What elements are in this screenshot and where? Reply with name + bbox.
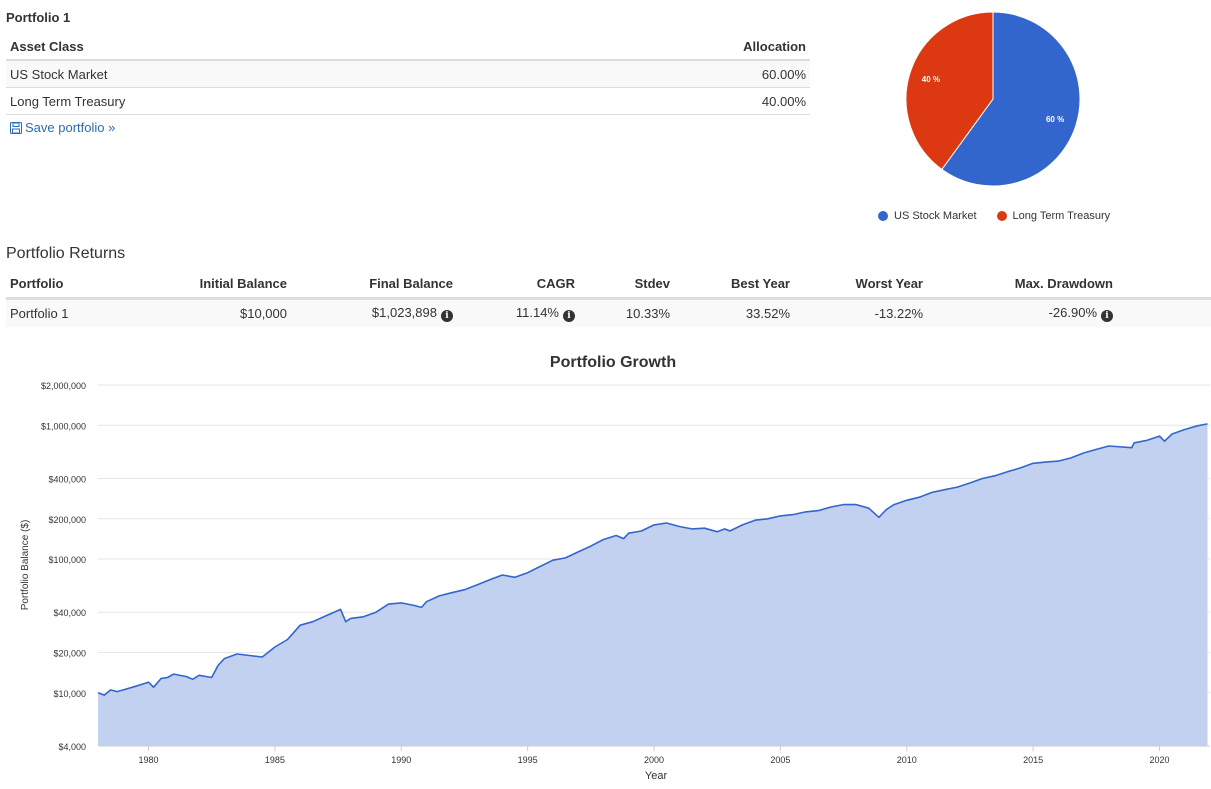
portfolio-growth-chart: Portfolio Growth $4,000 $10,000 $20,000 $40,… bbox=[20, 354, 1210, 782]
y-tick-label: $100,000 bbox=[48, 555, 86, 565]
y-tick-label: $200,000 bbox=[48, 515, 86, 525]
x-tick-label: 2000 bbox=[644, 755, 664, 765]
legend-label: Long Term Treasury bbox=[1012, 210, 1111, 222]
y-tick-label: $400,000 bbox=[48, 474, 86, 484]
growth-line bbox=[97, 423, 1208, 696]
asset-class-header: Asset Class bbox=[6, 33, 517, 61]
y-tick-label: $1,000,000 bbox=[41, 421, 86, 431]
allocation-cell: 60.00% bbox=[516, 60, 810, 88]
allocation-pie-chart: 60 % 40 % bbox=[905, 11, 1081, 187]
cagr-header: CAGR bbox=[457, 270, 579, 300]
x-tick-label: 1980 bbox=[139, 755, 159, 765]
max-drawdown-header: Max. Drawdown bbox=[927, 270, 1117, 300]
x-tick-label: 1995 bbox=[518, 755, 538, 765]
y-tick-label: $20,000 bbox=[53, 649, 86, 659]
save-portfolio-label: Save portfolio » bbox=[25, 120, 116, 135]
table-row: Long Term Treasury 40.00% bbox=[6, 87, 810, 115]
pie-slice-label: 40 % bbox=[922, 75, 940, 84]
returns-header-row: Portfolio Initial Balance Final Balance … bbox=[6, 270, 1211, 300]
y-tick-label: $10,000 bbox=[53, 689, 86, 699]
portfolio-header: Portfolio bbox=[6, 270, 126, 300]
growth-area bbox=[98, 423, 1208, 746]
save-portfolio-link[interactable]: Save portfolio » bbox=[10, 120, 115, 135]
info-circle-icon[interactable]: i bbox=[563, 310, 575, 322]
allocation-header: Allocation bbox=[516, 33, 810, 61]
worst-year-cell: -13.22% bbox=[794, 298, 927, 327]
table-row: US Stock Market 60.00% bbox=[6, 60, 810, 88]
max-drawdown-cell: -26.90% i bbox=[927, 298, 1117, 327]
table-row: Portfolio 1 $10,000 $1,023,898 i 11.14% i … bbox=[6, 298, 1211, 327]
allocation-header-row: Asset Class Allocation bbox=[6, 33, 810, 61]
allocation-cell: 40.00% bbox=[516, 87, 810, 115]
y-tick-label: $40,000 bbox=[53, 608, 86, 618]
best-year-header: Best Year bbox=[674, 270, 794, 300]
returns-heading: Portfolio Returns bbox=[6, 245, 126, 262]
pie-slice bbox=[905, 11, 994, 171]
portfolio-cell: Portfolio 1 bbox=[6, 298, 126, 327]
x-tick-label: 2015 bbox=[1023, 755, 1043, 765]
y-tick-label: $4,000 bbox=[58, 742, 86, 752]
x-tick-label: 2005 bbox=[770, 755, 790, 765]
final-balance-cell: $1,023,898 i bbox=[291, 298, 457, 327]
spacer-cell bbox=[1117, 298, 1211, 327]
chart-title: Portfolio Growth bbox=[550, 354, 676, 371]
x-tick-label: 1985 bbox=[265, 755, 285, 765]
stdev-cell: 10.33% bbox=[579, 298, 674, 327]
stdev-header: Stdev bbox=[579, 270, 674, 300]
floppy-disk-icon bbox=[10, 121, 22, 134]
pie-legend: US Stock Market Long Term Treasury bbox=[878, 210, 1110, 222]
pie-slice bbox=[941, 11, 1081, 187]
spacer-header bbox=[1117, 270, 1211, 300]
info-circle-icon[interactable]: i bbox=[441, 310, 453, 322]
y-axis-label: Portfolio Balance ($) bbox=[20, 520, 31, 611]
legend-item-long-term-treasury[interactable]: Long Term Treasury bbox=[996, 210, 1111, 222]
x-tick-label: 2010 bbox=[897, 755, 917, 765]
final-balance-value: $1,023,898 bbox=[371, 305, 437, 320]
best-year-cell: 33.52% bbox=[674, 298, 794, 327]
cagr-cell: 11.14% i bbox=[457, 298, 579, 327]
asset-class-cell: Long Term Treasury bbox=[6, 87, 517, 115]
y-tick-label: $2,000,000 bbox=[41, 381, 86, 391]
x-tick-label: 1990 bbox=[391, 755, 411, 765]
initial-balance-cell: $10,000 bbox=[126, 298, 291, 327]
portfolio-heading: Portfolio 1 bbox=[6, 10, 71, 25]
asset-class-cell: US Stock Market bbox=[6, 60, 517, 88]
legend-dot-icon bbox=[878, 211, 888, 221]
returns-table: Portfolio Initial Balance Final Balance … bbox=[6, 270, 1211, 327]
legend-dot-icon bbox=[996, 211, 1007, 221]
pie-slice-label: 60 % bbox=[1046, 115, 1064, 124]
initial-balance-header: Initial Balance bbox=[126, 270, 291, 300]
info-circle-icon[interactable]: i bbox=[1101, 310, 1113, 322]
legend-item-us-stock-market[interactable]: US Stock Market bbox=[878, 210, 977, 222]
final-balance-header: Final Balance bbox=[291, 270, 457, 300]
legend-label: US Stock Market bbox=[894, 210, 977, 222]
cagr-value: 11.14% bbox=[515, 305, 559, 320]
x-axis-label: Year bbox=[645, 770, 668, 782]
max-drawdown-value: -26.90% bbox=[1048, 305, 1097, 320]
x-tick-label: 2020 bbox=[1149, 755, 1169, 765]
allocation-table: Asset Class Allocation US Stock Market 6… bbox=[6, 33, 810, 115]
worst-year-header: Worst Year bbox=[794, 270, 927, 300]
